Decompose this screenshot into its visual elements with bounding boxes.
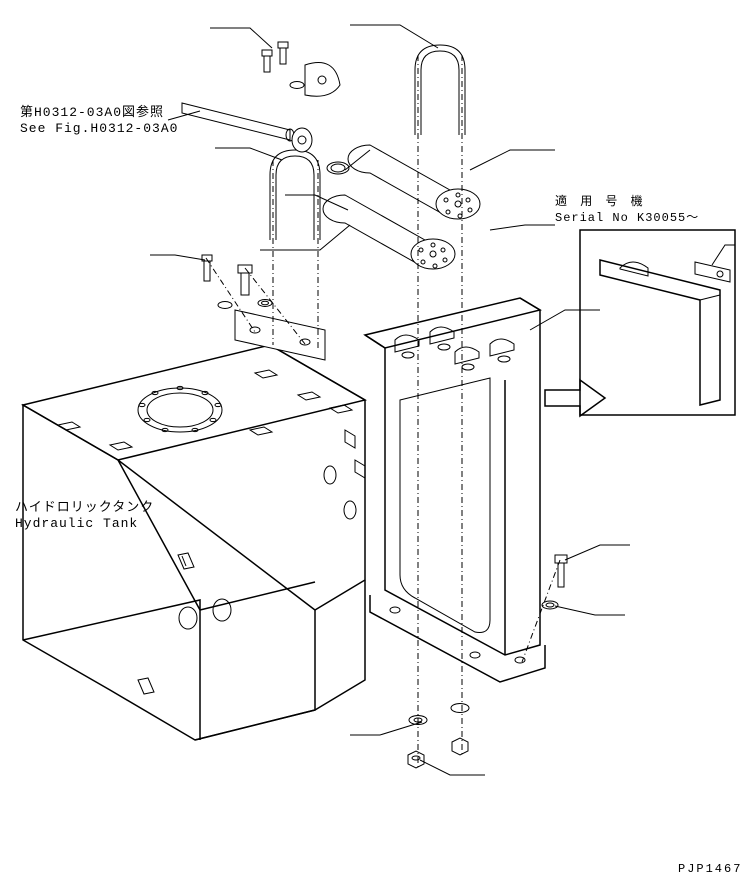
side-plate <box>235 310 325 360</box>
ubolt-nut-2 <box>452 738 468 755</box>
ubolt-nut-1 <box>408 751 424 768</box>
side-plate-washer-1 <box>218 302 232 309</box>
exploded-diagram-svg <box>0 0 749 883</box>
side-plate-washer-2 <box>258 300 272 307</box>
side-plate-bolt-2 <box>238 265 252 295</box>
mounting-bracket <box>365 298 545 682</box>
detail-arrow <box>545 380 605 416</box>
u-bolt-right <box>415 45 465 135</box>
detail-inset <box>580 230 735 415</box>
hydraulic-tank <box>23 345 365 740</box>
ubolt-washer-2 <box>451 704 469 713</box>
